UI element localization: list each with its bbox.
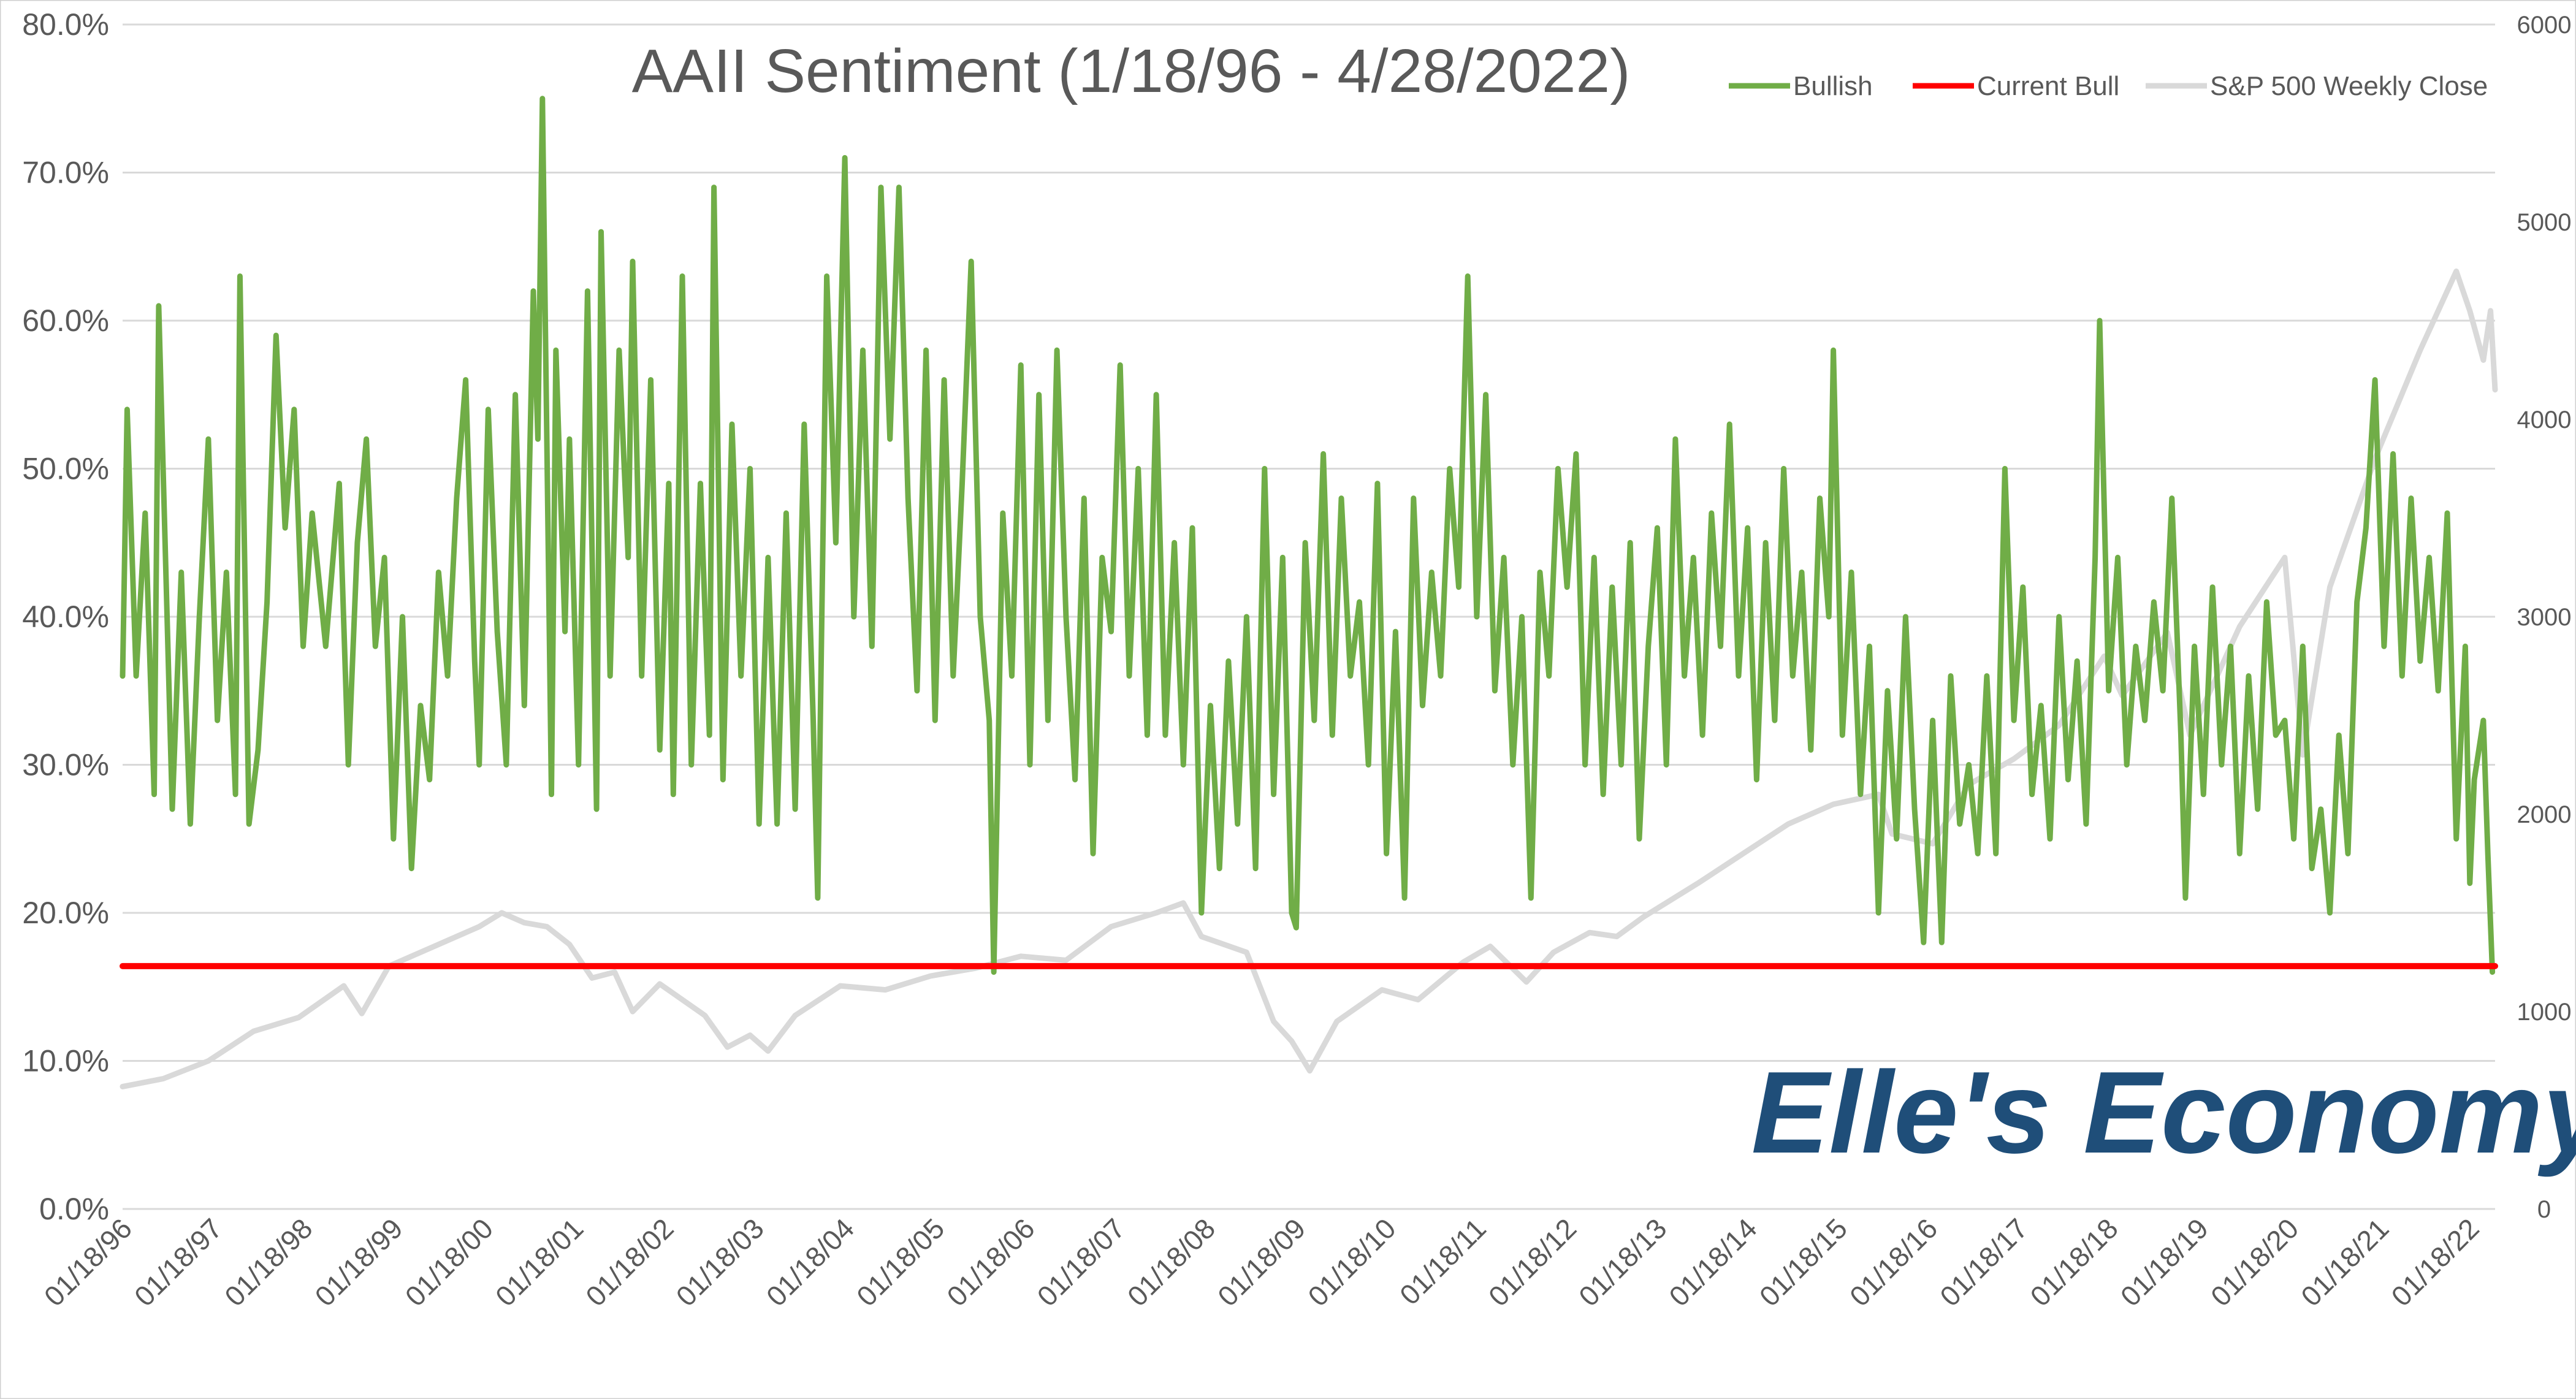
legend-label-s-p-500-weekly-close: S&P 500 Weekly Close: [2210, 71, 2488, 101]
right-tick-label: 2000: [2517, 801, 2572, 828]
right-tick-label: 6000: [2517, 12, 2572, 39]
left-tick-label: 30.0%: [22, 748, 109, 782]
series-layer: [120, 96, 2498, 1089]
left-tick-label: 0.0%: [39, 1192, 109, 1226]
legend: Bullish Current Bull S&P 500 Weekly Close: [1729, 71, 2488, 101]
left-tick-label: 70.0%: [22, 156, 109, 190]
legend-label-bullish: Bullish: [1793, 71, 1873, 101]
left-tick-label: 20.0%: [22, 896, 109, 930]
right-tick-label: 0: [2537, 1196, 2551, 1223]
chart-title: AAII Sentiment (1/18/96 - 4/28/2022): [632, 37, 1631, 105]
right-tick-label: 1000: [2517, 999, 2572, 1026]
right-axis: 0 1000 2000 3000 4000 5000 6000: [2517, 12, 2572, 1223]
left-tick-label: 50.0%: [22, 452, 109, 486]
right-tick-label: 5000: [2517, 209, 2572, 236]
left-tick-label: 80.0%: [22, 7, 109, 42]
watermark-elles-economy: Elle's Economy: [1751, 1048, 2576, 1178]
right-tick-label: 3000: [2517, 604, 2572, 631]
legend-label-current-bull: Current Bull: [1977, 71, 2119, 101]
left-tick-label: 60.0%: [22, 303, 109, 338]
left-tick-label: 10.0%: [22, 1044, 109, 1078]
left-axis: 0.0% 10.0% 20.0% 30.0% 40.0% 50.0% 60.0% 70.0% 8…: [22, 7, 109, 1226]
series-line-bullish: [120, 96, 2496, 975]
left-tick-label: 40.0%: [22, 600, 109, 634]
right-tick-label: 4000: [2517, 406, 2572, 433]
series-line-s-p-500-weekly-close: [120, 269, 2498, 1089]
